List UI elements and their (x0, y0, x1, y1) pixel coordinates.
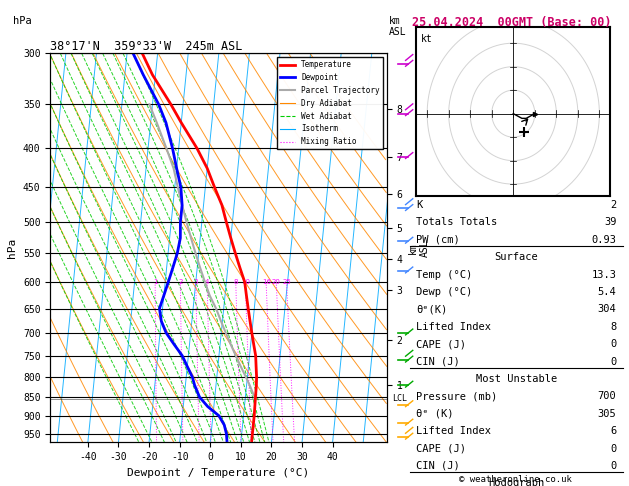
Text: 8: 8 (610, 322, 616, 332)
Text: Surface: Surface (494, 252, 538, 262)
Text: 0: 0 (610, 461, 616, 471)
Text: LCL: LCL (392, 395, 408, 403)
Text: K: K (416, 200, 423, 210)
Text: CAPE (J): CAPE (J) (416, 444, 467, 453)
Text: 38°17'N  359°33'W  245m ASL: 38°17'N 359°33'W 245m ASL (50, 40, 243, 53)
Text: 2: 2 (610, 200, 616, 210)
Text: 0: 0 (610, 339, 616, 349)
Text: 0: 0 (610, 444, 616, 453)
Text: 1: 1 (153, 279, 157, 285)
Text: CAPE (J): CAPE (J) (416, 339, 467, 349)
Text: 4: 4 (205, 279, 209, 285)
Text: hPa: hPa (13, 16, 31, 26)
Text: 39: 39 (604, 217, 616, 227)
Text: km
ASL: km ASL (389, 16, 406, 37)
Text: Temp (°C): Temp (°C) (416, 270, 473, 279)
Text: 25: 25 (282, 279, 291, 285)
Y-axis label: hPa: hPa (8, 238, 18, 258)
Text: kt: kt (421, 34, 433, 44)
Text: 3: 3 (194, 279, 198, 285)
Text: 20: 20 (272, 279, 281, 285)
Text: Dewp (°C): Dewp (°C) (416, 287, 473, 297)
Text: θᵉ (K): θᵉ (K) (416, 409, 454, 419)
Text: 305: 305 (598, 409, 616, 419)
Text: Most Unstable: Most Unstable (476, 374, 557, 384)
Text: Hodograph: Hodograph (488, 478, 545, 486)
Text: 304: 304 (598, 304, 616, 314)
Text: Lifted Index: Lifted Index (416, 322, 491, 332)
Text: CIN (J): CIN (J) (416, 357, 460, 366)
Text: 0.93: 0.93 (591, 235, 616, 245)
Text: 6: 6 (610, 426, 616, 436)
X-axis label: Dewpoint / Temperature (°C): Dewpoint / Temperature (°C) (128, 468, 309, 478)
Text: 25.04.2024  00GMT (Base: 00): 25.04.2024 00GMT (Base: 00) (412, 16, 611, 29)
Text: 0: 0 (610, 357, 616, 366)
Text: PW (cm): PW (cm) (416, 235, 460, 245)
Legend: Temperature, Dewpoint, Parcel Trajectory, Dry Adiabat, Wet Adiabat, Isotherm, Mi: Temperature, Dewpoint, Parcel Trajectory… (277, 57, 383, 149)
Text: 10: 10 (241, 279, 250, 285)
Text: 700: 700 (598, 391, 616, 401)
Y-axis label: km
ASL: km ASL (408, 239, 430, 257)
Text: 5.4: 5.4 (598, 287, 616, 297)
Text: 13.3: 13.3 (591, 270, 616, 279)
Text: Totals Totals: Totals Totals (416, 217, 498, 227)
Text: © weatheronline.co.uk: © weatheronline.co.uk (459, 474, 572, 484)
Text: Lifted Index: Lifted Index (416, 426, 491, 436)
Text: Pressure (mb): Pressure (mb) (416, 391, 498, 401)
Text: CIN (J): CIN (J) (416, 461, 460, 471)
Text: 2: 2 (178, 279, 182, 285)
Text: 8: 8 (233, 279, 238, 285)
Text: θᵉ(K): θᵉ(K) (416, 304, 448, 314)
Text: 16: 16 (262, 279, 270, 285)
